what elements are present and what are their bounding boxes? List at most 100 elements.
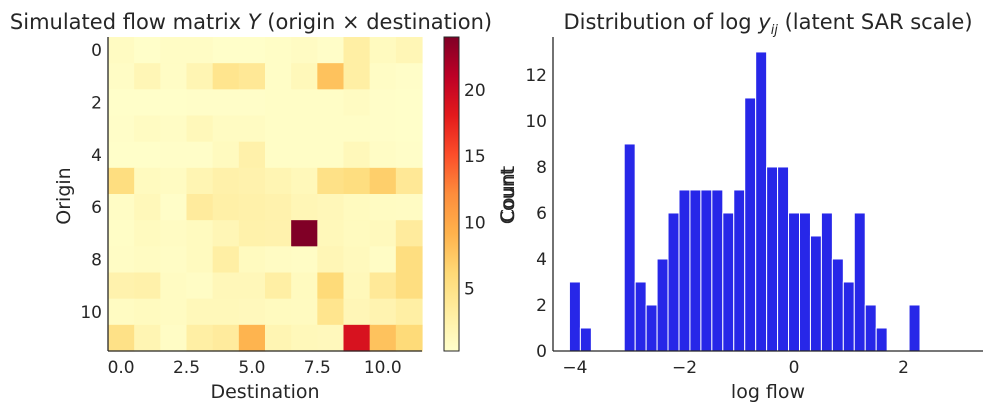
heatmap-y-tick-label: 6: [91, 198, 102, 218]
histogram-bar: [656, 258, 669, 352]
histogram-bar: [733, 189, 746, 352]
heatmap-cell: [291, 194, 318, 221]
heatmap-cell: [317, 115, 345, 143]
heatmap-cell: [291, 37, 318, 64]
heatmap-cell: [343, 220, 371, 247]
heatmap-cells: [108, 37, 423, 352]
heatmap-x-tick-label: 2.5: [173, 358, 200, 378]
histogram-x-tick-label: 2: [898, 358, 909, 378]
heatmap-cell: [343, 37, 371, 64]
histogram-bar: [623, 143, 636, 352]
heatmap-cell: [212, 63, 240, 90]
heatmap-cell: [108, 324, 135, 352]
heatmap-cell: [186, 220, 214, 247]
heatmap-x-tick-label: 10.0: [364, 358, 402, 378]
heatmap-cell: [317, 220, 345, 247]
heatmap-cell: [317, 298, 345, 326]
heatmap-xlabel: Destination: [210, 381, 319, 403]
heatmap-cell: [395, 37, 423, 64]
heatmap-cell: [395, 272, 423, 300]
heatmap-cell: [238, 246, 266, 274]
heatmap-cell: [108, 37, 135, 64]
heatmap-y-tick-label: 2: [91, 93, 102, 113]
histogram-bar: [864, 304, 877, 352]
histogram-y-tick-label: 0: [536, 342, 547, 362]
heatmap-cell: [369, 246, 397, 274]
heatmap-cell: [343, 89, 371, 117]
colorbar-gradient: [444, 37, 459, 351]
heatmap-title: Simulated flow matrix Y (origin × destin…: [10, 10, 492, 34]
histogram-y-tick-label: 6: [536, 204, 547, 224]
heatmap-cell: [265, 63, 292, 90]
heatmap-cell: [369, 89, 397, 117]
histogram-y-tick-label: 8: [536, 158, 547, 178]
histogram-y-tick-label: 2: [536, 296, 547, 316]
heatmap-x-tick-label: 5.0: [238, 358, 265, 378]
heatmap-cell: [317, 194, 345, 221]
heatmap-cell: [160, 63, 188, 90]
heatmap-cell: [343, 272, 371, 300]
heatmap-cell: [395, 298, 423, 326]
histogram-xlabel: log flow: [731, 381, 805, 403]
heatmap-cell: [343, 167, 371, 195]
histogram-x-tick-label: 0: [789, 358, 800, 378]
histogram-bar: [667, 212, 680, 352]
heatmap-cell: [317, 272, 345, 300]
heatmap-cell: [134, 167, 161, 195]
histogram-bar: [678, 189, 691, 352]
histogram-bar: [799, 212, 811, 352]
heatmap-cell: [265, 167, 292, 195]
histogram-x-tick-label: −2: [672, 358, 697, 378]
histogram-bar: [579, 327, 592, 352]
heatmap-cell: [160, 194, 188, 221]
histogram-ylabel: Count: [497, 168, 519, 224]
heatmap-cell: [186, 194, 214, 221]
heatmap-cell: [265, 141, 292, 169]
histogram-axes: −4 −2 0 2 0 2 4 6 8 10 12: [525, 37, 983, 378]
heatmap-cell: [160, 324, 188, 352]
heatmap-cell: [134, 89, 161, 117]
heatmap-cell: [186, 63, 214, 90]
heatmap-cell: [395, 63, 423, 90]
heatmap-cell: [291, 246, 318, 274]
heatmap-cell: [186, 89, 214, 117]
heatmap-cell: [265, 272, 292, 300]
heatmap-cell: [369, 167, 397, 195]
heatmap-cell: [238, 220, 266, 247]
histogram-bar: [820, 212, 833, 352]
histogram-bar: [755, 51, 768, 352]
heatmap-cell: [317, 324, 345, 352]
heatmap-cell: [395, 89, 423, 117]
colorbar-tick-label: 10: [464, 214, 486, 234]
heatmap-cell: [291, 115, 318, 143]
histogram-panel: Distribution of log yij (latent SAR scal…: [497, 10, 983, 403]
heatmap-cell: [160, 220, 188, 247]
heatmap-cell: [291, 141, 318, 169]
heatmap-cell: [369, 220, 397, 247]
histogram-bar: [777, 166, 790, 352]
heatmap-cell: [265, 220, 292, 247]
heatmap-y-tick-label: 0: [91, 41, 102, 61]
heatmap-cell: [395, 324, 423, 352]
heatmap-cell: [160, 272, 188, 300]
histogram-bar: [875, 327, 888, 352]
heatmap-cell: [369, 298, 397, 326]
heatmap-cell: [343, 324, 371, 352]
heatmap-cell: [212, 220, 240, 247]
heatmap-cell: [238, 194, 266, 221]
heatmap-cell: [212, 246, 240, 274]
heatmap-cell: [108, 63, 135, 90]
heatmap-cell: [395, 115, 423, 143]
heatmap-cell: [160, 246, 188, 274]
heatmap-cell: [186, 272, 214, 300]
heatmap-cell: [160, 167, 188, 195]
histogram-bar: [722, 212, 735, 352]
heatmap-cell: [186, 246, 214, 274]
colorbar-ticks: 5 10 15 20: [443, 36, 486, 352]
colorbar-tick-label: 15: [464, 147, 486, 167]
heatmap-cell: [343, 115, 371, 143]
heatmap-cell: [212, 141, 240, 169]
colorbar-frame: [443, 36, 460, 352]
histogram-y-tick-label: 4: [536, 250, 547, 270]
heatmap-cell: [291, 298, 318, 326]
